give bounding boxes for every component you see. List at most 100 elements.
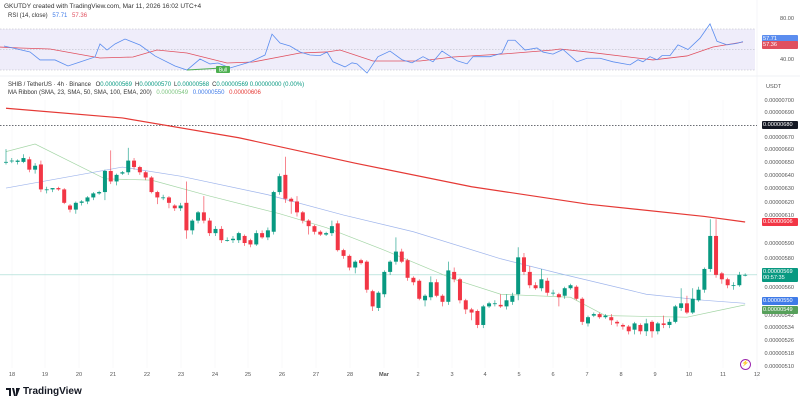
candle-body: [155, 192, 160, 198]
candle: [440, 294, 445, 307]
candle-body: [143, 172, 148, 178]
candle: [527, 266, 532, 289]
candle: [21, 154, 26, 164]
candle: [551, 289, 556, 296]
candle: [504, 294, 509, 310]
candle-body: [347, 255, 352, 268]
time-axis-label: 18: [8, 372, 16, 378]
candle: [230, 235, 235, 244]
price-axis-label: 0.00000660: [764, 147, 794, 154]
candle-body: [27, 159, 32, 170]
candle: [364, 260, 369, 293]
candle: [469, 307, 474, 321]
candle-body: [324, 233, 329, 235]
candle-body: [56, 188, 61, 190]
candle: [562, 286, 567, 299]
time-axis-label: 22: [143, 372, 151, 378]
ma-ribbon-legend[interactable]: MA Ribbon (SMA, 23, SMA, 50, SMA, 100, E…: [8, 90, 261, 96]
candle-body: [545, 280, 550, 293]
candle-body: [33, 165, 38, 170]
candle: [62, 188, 67, 205]
candle: [492, 300, 497, 307]
ohlc-l: L0.00000568: [174, 82, 209, 88]
price-axis-label: 0.00000560: [764, 285, 794, 292]
candle-body: [690, 298, 695, 313]
candle-body: [539, 279, 544, 289]
rsi-legend-label: RSI (14, close): [8, 13, 48, 19]
candle-body: [696, 289, 701, 301]
symbol-label: SHIB / TetherUS · 4h · Binance: [8, 82, 91, 88]
candle: [376, 291, 381, 311]
candle: [300, 210, 305, 224]
candle-body: [434, 282, 439, 296]
rsi-axis-label: 40.00: [780, 56, 794, 63]
candle: [137, 165, 142, 175]
candle-body: [440, 295, 445, 302]
candle-body: [382, 271, 387, 295]
ema200-value: 0.00000606: [229, 90, 261, 96]
ohlc-key: O: [95, 82, 101, 88]
candle-body: [230, 238, 235, 241]
candle-body: [487, 303, 492, 307]
rsi-signal-line: [0, 41, 744, 64]
candle: [533, 282, 538, 290]
candle: [172, 204, 177, 211]
price-badge: 0.00000680: [762, 121, 798, 130]
candle-body: [562, 288, 567, 296]
price-axis-label: 0.00000580: [764, 255, 794, 262]
candle: [428, 276, 433, 301]
candle-body: [661, 323, 666, 325]
candle-body: [161, 197, 166, 199]
candle: [417, 279, 422, 301]
lightning-icon[interactable]: ⚡: [740, 359, 751, 370]
candle-body: [196, 212, 201, 221]
candle: [97, 190, 102, 195]
rsi-signal-badge: 57.36: [762, 40, 798, 49]
tradingview-logo[interactable]: TradingView: [6, 386, 82, 397]
candle: [708, 219, 713, 272]
candle-body: [609, 317, 614, 321]
candle-body: [679, 303, 684, 308]
ohlc-o: O0.00000569: [96, 82, 132, 88]
candle: [114, 173, 119, 186]
candle: [91, 192, 96, 201]
candle: [626, 324, 631, 335]
rsi-value-badge: 57.71: [762, 34, 798, 43]
candle-body: [667, 321, 672, 325]
symbol-legend[interactable]: SHIB / TetherUS · 4h · Binance O0.000005…: [8, 82, 304, 88]
time-axis-label: 23: [177, 372, 185, 378]
bull-label-box: [216, 66, 230, 73]
candle: [15, 159, 20, 165]
candle-body: [73, 202, 78, 210]
time-axis-label: 2: [416, 372, 420, 378]
candle: [161, 194, 166, 201]
candle: [79, 200, 84, 206]
candle-body: [556, 294, 561, 298]
candle-body: [725, 279, 730, 286]
candle-body: [399, 251, 404, 262]
candle: [743, 273, 748, 277]
candle-body: [393, 251, 398, 262]
candle: [644, 318, 649, 336]
candle-body: [68, 205, 73, 210]
candle: [196, 210, 201, 224]
candle: [679, 288, 684, 311]
candle: [446, 261, 451, 305]
candle-body: [586, 317, 590, 324]
rsi-legend[interactable]: RSI (14, close) 57.71 57.36: [8, 13, 87, 19]
candle-body: [551, 292, 556, 294]
candle: [457, 277, 462, 304]
candle: [184, 181, 189, 239]
candle: [9, 158, 14, 164]
candle: [155, 190, 160, 205]
candle: [650, 320, 655, 338]
candle-body: [289, 198, 294, 202]
candle-body: [207, 220, 212, 234]
price-badge: 0.00000606: [762, 217, 798, 226]
time-axis-label: 25: [244, 372, 252, 378]
candle: [498, 294, 503, 308]
candle-body: [166, 197, 171, 203]
candle: [120, 170, 125, 175]
price-axis-label: 0.00000630: [764, 186, 794, 193]
